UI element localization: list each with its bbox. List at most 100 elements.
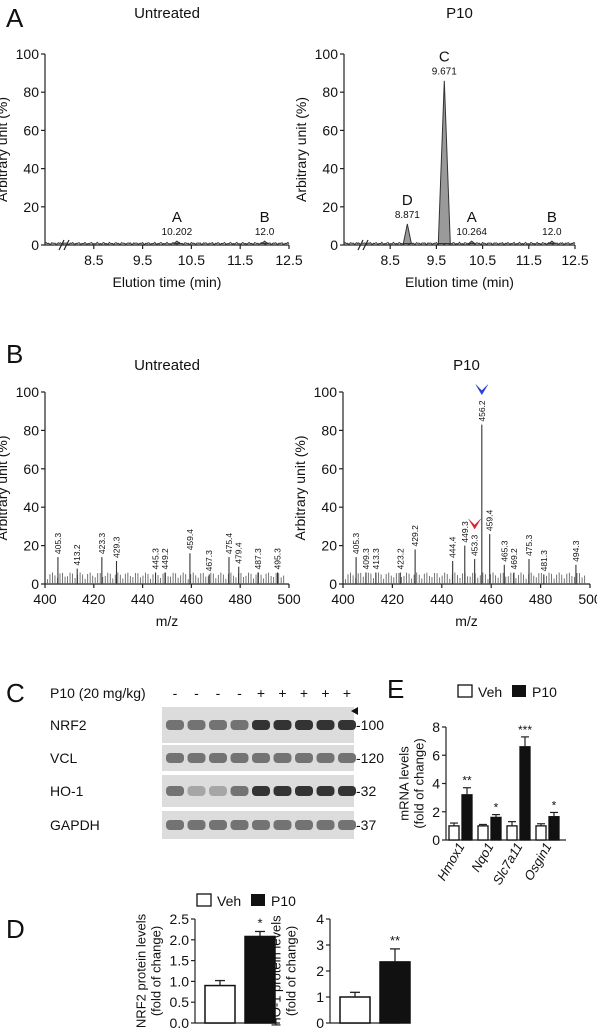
blot-treatment-label: P10 (20 mg/kg) <box>50 685 146 701</box>
e-legend-p10-swatch <box>512 685 526 697</box>
spec-untreated-peak-label: 449.2 <box>160 548 170 570</box>
ho1-bar-y-tick-label: 4 <box>316 911 324 927</box>
chrom-untreated-y-tick-label: 20 <box>23 199 39 215</box>
e-bar-nqo1-veh <box>477 825 489 841</box>
chrom-untreated-y-tick-label: 60 <box>23 122 39 138</box>
chrom-p10-peak-label-c: C <box>439 49 450 66</box>
e-mrna-y-tick-label: 0 <box>432 832 440 848</box>
spec-untreated-y-tick-label: 80 <box>23 422 39 438</box>
spec-p10-y-tick-label: 40 <box>321 499 337 515</box>
blot-band <box>295 753 313 763</box>
chrom-untreated-axis-break <box>58 239 65 251</box>
blot-band <box>187 720 206 730</box>
spec-untreated-peak-label: 445.3 <box>151 548 161 570</box>
chrom-p10-x-tick-label: 11.5 <box>516 252 542 268</box>
spec-untreated-y-tick-label: 0 <box>31 576 39 592</box>
blot-band <box>316 820 335 830</box>
spec-p10-x-tick-label: 400 <box>331 591 355 607</box>
blot-band <box>230 720 249 730</box>
chrom-untreated-xlabel: Elution time (min) <box>113 274 222 290</box>
spec-untreated-x-tick-label: 480 <box>229 591 253 607</box>
panel-letter-c: C <box>6 678 25 708</box>
blot-lane-sign: - <box>194 685 199 701</box>
nrf2-bar-bar-veh <box>204 984 236 1024</box>
d-legend-veh-swatch <box>196 893 212 907</box>
spec-p10-peak-label: 465.3 <box>499 540 509 562</box>
blot-band <box>273 720 292 730</box>
chrom-untreated-y-tick-label: 80 <box>23 84 39 100</box>
blot-band <box>252 720 270 730</box>
blot-band <box>209 720 227 730</box>
blot-band <box>166 720 184 730</box>
blot-lane-sign: - <box>173 685 178 701</box>
spec-untreated-ylabel: Arbitrary unit (%) <box>0 435 10 540</box>
spec-p10-peak-label: 429.2 <box>410 525 420 547</box>
e-bar-osgin1-veh <box>535 825 547 841</box>
chrom-p10-x-tick-label: 10.5 <box>469 252 496 268</box>
ho1-bar-y-tick-label: 1 <box>316 989 324 1005</box>
ho1-bar-y-tick-label: 3 <box>316 937 324 953</box>
nrf2-bar-y-tick-label: 2.0 <box>170 932 190 948</box>
nrf2-bar-y-tick-label: 1.5 <box>170 953 190 969</box>
nrf2-bar-ylabel-line-1: NRF2 protein levels <box>134 913 149 1028</box>
spec-p10-arrow-marker <box>468 518 481 530</box>
blot-band <box>273 753 292 763</box>
blot-band <box>166 786 184 796</box>
ho1-bar-ylabel-line-2: (fold of change) <box>284 926 299 1016</box>
blot-band <box>252 820 270 830</box>
e-mrna-ylabel-line-2: (fold of change) <box>412 738 427 828</box>
chrom-p10-peak-label-d: D <box>402 192 413 209</box>
chrom-untreated-x-tick-label: 10.5 <box>178 252 205 268</box>
spec-p10-peak-label: 405.3 <box>351 533 361 555</box>
chrom-untreated-ylabel: Arbitrary unit (%) <box>0 97 10 202</box>
chrom-p10-axis-break <box>362 239 369 251</box>
spec-p10-title: P10 <box>453 357 480 374</box>
chrom-p10-y-tick-label: 20 <box>322 199 338 215</box>
spec-p10-peak-label: 423.2 <box>395 548 405 570</box>
e-mrna-y-tick-label: 2 <box>432 804 440 820</box>
spec-p10-x-tick-label: 440 <box>430 591 454 607</box>
blot-band <box>166 753 184 763</box>
spec-p10-xlabel: m/z <box>455 613 478 629</box>
spec-p10-peak-label: 494.3 <box>571 540 581 562</box>
chrom-p10-y-tick-label: 0 <box>330 237 338 253</box>
chrom-p10-peak-value-b: 12.0 <box>542 227 562 238</box>
e-mrna-ylabel-line-1: mRNA levels <box>397 746 412 821</box>
spec-p10-y-tick-label: 60 <box>321 461 337 477</box>
blot-band <box>338 720 356 730</box>
blot-band <box>230 753 249 763</box>
chrom-p10-peak-a <box>467 240 477 244</box>
spec-untreated-peak-label: 479.4 <box>234 542 244 564</box>
e-legend-p10-label: P10 <box>532 684 557 700</box>
spec-untreated-x-tick-label: 460 <box>180 591 204 607</box>
chrom-p10-peak-label-b: B <box>547 209 557 226</box>
blot-band <box>338 820 356 830</box>
spec-untreated-x-tick-label: 440 <box>131 591 155 607</box>
blot-band <box>230 786 249 796</box>
d-legend-p10-label: P10 <box>271 893 296 909</box>
e-bar-slc7a11-veh <box>506 825 518 841</box>
blot-band <box>209 786 227 796</box>
e-legend-veh-label: Veh <box>478 684 502 700</box>
blot-band <box>295 786 313 796</box>
e-legend-veh-swatch <box>457 684 473 698</box>
chrom-untreated-y-tick-label: 100 <box>16 46 40 62</box>
e-bar-nqo1-p10 <box>490 816 502 841</box>
chrom-p10-x-tick-label: 12.5 <box>561 252 588 268</box>
spec-p10-x-tick-label: 460 <box>480 591 504 607</box>
ho1-bar-sig-p10: ** <box>390 933 400 948</box>
chrom-untreated-baseline-trace <box>44 241 290 246</box>
chrom-untreated-y-tick-label: 40 <box>23 161 39 177</box>
blot-row-label: NRF2 <box>50 717 87 733</box>
e-mrna-y-tick-label: 4 <box>432 776 440 792</box>
blot-lane-sign: + <box>278 685 286 701</box>
chrom-untreated-x-tick-label: 11.5 <box>227 252 253 268</box>
e-bar-hmox1-p10 <box>461 794 473 841</box>
spec-p10-peak-label: 409.3 <box>361 548 371 570</box>
e-category-label: Nqo1 <box>468 840 497 874</box>
chrom-p10-baseline-trace <box>343 241 576 246</box>
chrom-untreated-peak-value-a: 10.202 <box>162 227 193 238</box>
blot-lane-sign: + <box>257 685 265 701</box>
e-sig-osgin1: * <box>552 798 557 812</box>
chrom-p10-peak-value-a: 10.264 <box>456 227 487 238</box>
